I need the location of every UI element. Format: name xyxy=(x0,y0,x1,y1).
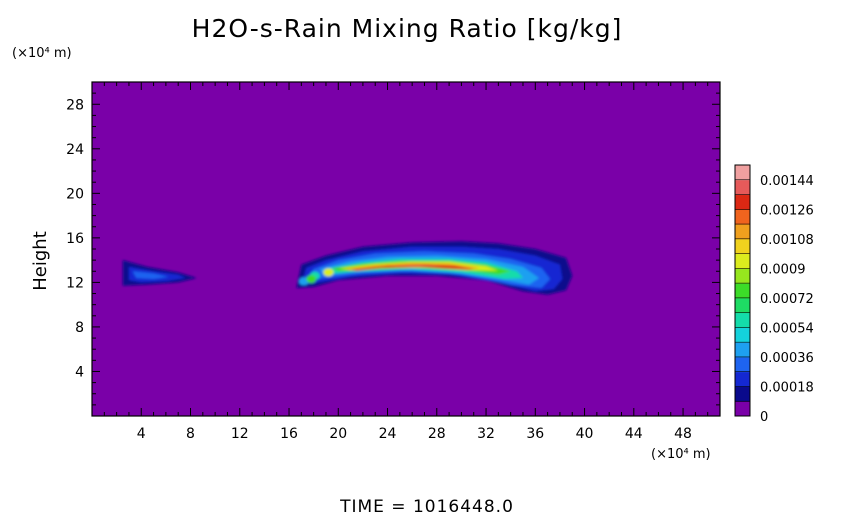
y-axis-unit: (×10⁴ m) xyxy=(12,46,72,61)
colorbar-swatch xyxy=(735,283,750,299)
colorbar-label: 0.00108 xyxy=(760,233,814,248)
colorbar-swatch xyxy=(735,342,750,358)
colorbar-frame xyxy=(734,164,751,417)
y-tick-label: 12 xyxy=(66,275,84,291)
colorbar-swatch xyxy=(735,224,750,240)
x-tick-label: 24 xyxy=(379,426,397,442)
y-tick-label: 20 xyxy=(66,186,84,202)
rain-band-main xyxy=(296,241,573,295)
x-axis-unit: (×10⁴ m) xyxy=(651,447,711,462)
colorbar-swatch xyxy=(735,194,750,210)
colorbar-swatch xyxy=(735,327,750,343)
colorbar-swatch xyxy=(735,165,750,181)
chart-title: H2O-s-Rain Mixing Ratio [kg/kg] xyxy=(191,14,623,43)
colorbar-swatch xyxy=(735,253,750,269)
x-tick-label: 40 xyxy=(576,426,594,442)
colorbar-label: 0.00126 xyxy=(760,203,814,218)
rain-contour-main-9 xyxy=(350,264,474,271)
colorbar-swatch xyxy=(735,179,750,196)
x-tick-label: 48 xyxy=(674,426,692,442)
colorbar-label: 0.00072 xyxy=(760,292,814,307)
x-tick-label: 16 xyxy=(280,426,298,442)
y-tick-label: 28 xyxy=(66,97,84,113)
x-tick-label: 20 xyxy=(329,426,347,442)
y-tick-label: 8 xyxy=(75,320,84,336)
colorbar-swatch xyxy=(735,209,750,225)
y-tick-label: 4 xyxy=(75,364,84,380)
rain-contour-main-10 xyxy=(387,265,443,268)
x-tick-label: 4 xyxy=(137,426,146,442)
colorbar-label: 0.00018 xyxy=(760,380,814,395)
colorbar-swatch xyxy=(735,356,750,373)
y-tick-label: 24 xyxy=(66,142,84,158)
colorbar-swatch xyxy=(735,268,750,284)
colorbar-swatch xyxy=(735,371,750,387)
colorbar-swatch xyxy=(735,386,750,402)
colorbar-swatch xyxy=(735,297,750,314)
y-axis-label: Height xyxy=(30,231,51,291)
rain-cell-3 xyxy=(323,268,334,277)
colorbar-label: 0 xyxy=(760,410,768,425)
x-tick-label: 32 xyxy=(477,426,495,442)
time-label: TIME = 1016448.0 xyxy=(340,497,514,517)
colorbar-label: 0.00054 xyxy=(760,321,814,336)
x-tick-label: 44 xyxy=(625,426,643,442)
y-tick-label: 16 xyxy=(66,231,84,247)
colorbar-label: 0.00144 xyxy=(760,174,814,189)
rain-patch-left xyxy=(122,260,197,286)
colorbar-swatch xyxy=(735,238,750,255)
colorbar-swatch xyxy=(735,401,750,417)
x-tick-label: 28 xyxy=(428,426,446,442)
x-tick-label: 8 xyxy=(186,426,195,442)
x-tick-label: 12 xyxy=(231,426,249,442)
rain-contour-left-3 xyxy=(132,271,169,280)
x-tick-label: 36 xyxy=(526,426,544,442)
colorbar-swatch xyxy=(735,312,750,328)
colorbar-label: 0.0009 xyxy=(760,262,806,277)
rain-cell-4 xyxy=(306,275,317,284)
colorbar-label: 0.00036 xyxy=(760,351,814,366)
